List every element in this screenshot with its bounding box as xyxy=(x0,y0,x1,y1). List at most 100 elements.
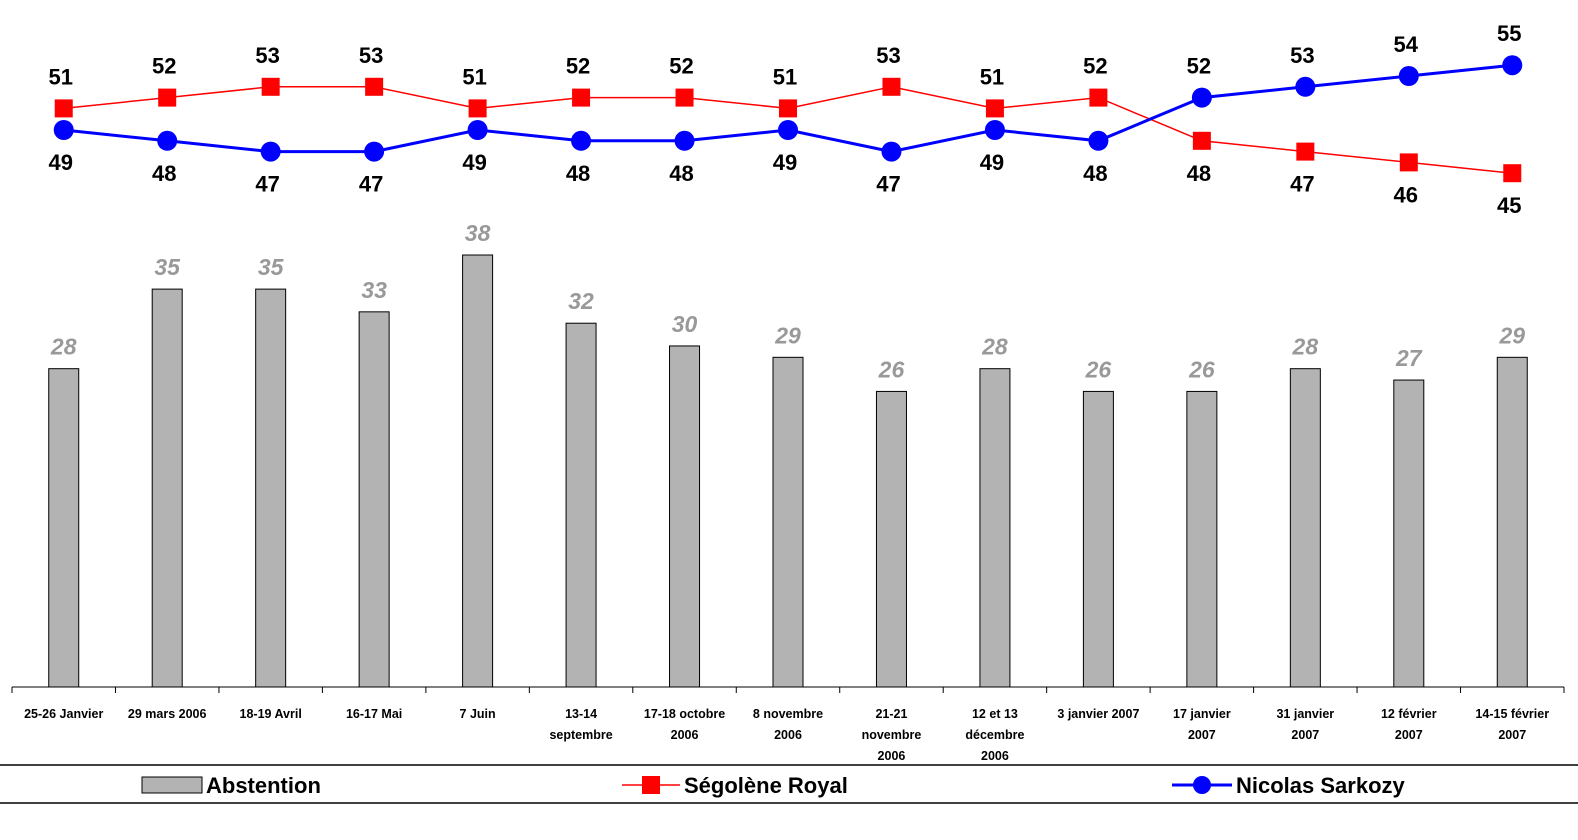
royal-value-label: 46 xyxy=(1394,182,1418,207)
legend-sarkozy-label: Nicolas Sarkozy xyxy=(1236,773,1406,798)
abstention-bar xyxy=(358,311,390,688)
x-tick-label: 17 janvier 2007 xyxy=(1173,707,1231,742)
royal-value-label: 53 xyxy=(359,43,383,68)
royal-value-label: 52 xyxy=(1083,54,1107,79)
sarkozy-value-label: 47 xyxy=(255,172,279,197)
abstention-value-label: 26 xyxy=(1188,356,1215,382)
royal-marker xyxy=(1089,88,1108,107)
royal-marker xyxy=(54,99,73,118)
legend-royal-label: Ségolène Royal xyxy=(684,773,848,798)
sarkozy-value-label: 54 xyxy=(1394,32,1419,57)
x-tick-label: 13-14 septembre xyxy=(549,707,612,742)
x-tick-label: 25-26 Janvier xyxy=(24,707,103,721)
royal-marker xyxy=(675,88,694,107)
royal-marker xyxy=(1296,142,1315,161)
abstention-bar xyxy=(462,254,494,688)
royal-value-label: 51 xyxy=(980,64,1004,89)
sarkozy-value-label: 48 xyxy=(1083,161,1107,186)
sarkozy-marker xyxy=(53,120,74,140)
abstention-value-label: 27 xyxy=(1395,345,1423,371)
legend-abstention-swatch xyxy=(141,776,203,794)
sarkozy-marker xyxy=(1398,66,1419,86)
abstention-bar xyxy=(151,288,183,688)
sarkozy-marker xyxy=(571,130,592,151)
sarkozy-value-label: 48 xyxy=(566,161,590,186)
royal-value-label: 48 xyxy=(1187,161,1211,186)
sarkozy-marker xyxy=(881,141,902,162)
abstention-bar xyxy=(1082,390,1114,688)
abstention-value-label: 35 xyxy=(258,254,285,280)
category-axis: 25-26 Janvier 29 mars 2006 18-19 Avril 16-1… xyxy=(11,686,1565,763)
abstention-value-label: 28 xyxy=(1292,334,1319,360)
abstention-value-label: 28 xyxy=(981,334,1008,360)
x-tick-label: 31 janvier 2007 xyxy=(1276,707,1334,742)
royal-marker xyxy=(1503,164,1522,183)
sarkozy-value-label: 49 xyxy=(462,150,486,175)
royal-value-label: 47 xyxy=(1290,172,1314,197)
sarkozy-marker xyxy=(1295,76,1316,97)
legend-abstention-label: Abstention xyxy=(206,773,321,798)
sarkozy-value-label: 47 xyxy=(359,172,383,197)
abstention-bar xyxy=(565,322,597,688)
sarkozy-marker xyxy=(778,120,798,140)
sarkozy-marker xyxy=(467,120,488,140)
sarkozy-value-label: 49 xyxy=(773,150,797,175)
x-tick-label: 3 janvier 2007 xyxy=(1057,707,1139,721)
sarkozy-value-label: 49 xyxy=(980,150,1004,175)
royal-marker xyxy=(572,88,591,107)
royal-value-label: 51 xyxy=(48,64,72,89)
sarkozy-marker xyxy=(157,130,178,151)
abstention-value-label: 35 xyxy=(154,254,181,280)
abstention-bar xyxy=(255,288,287,688)
sarkozy-value-label: 48 xyxy=(152,161,176,186)
x-tick-label: 12 et 13 décembre 2006 xyxy=(965,707,1024,763)
x-tick-label: 12 février 2007 xyxy=(1381,707,1437,742)
sarkozy-marker xyxy=(260,141,281,162)
sarkozy-value-label: 47 xyxy=(876,172,900,197)
royal-marker xyxy=(468,99,487,118)
abstention-bar xyxy=(1496,356,1528,688)
abstention-bar xyxy=(669,345,701,688)
abstention-bar xyxy=(1393,379,1425,688)
royal-value-label: 52 xyxy=(669,54,693,79)
royal-marker xyxy=(1399,153,1418,172)
legend: Abstention Ségolène Royal Nicolas Sarkozy xyxy=(0,764,1578,804)
abstention-value-label: 29 xyxy=(1498,322,1525,348)
x-tick-label: 7 Juin xyxy=(460,707,496,721)
x-tick-label: 21-21 novembre 2006 xyxy=(862,707,922,763)
royal-value-label: 51 xyxy=(462,64,486,89)
x-tick-label: 29 mars 2006 xyxy=(128,707,207,721)
abstention-bar xyxy=(1186,390,1218,688)
royal-value-label: 53 xyxy=(255,43,279,68)
abstention-value-label: 32 xyxy=(568,288,594,314)
royal-marker xyxy=(779,99,797,118)
legend-sarkozy-marker xyxy=(1193,776,1211,794)
abstention-value-label: 28 xyxy=(50,334,77,360)
abstention-value-label: 33 xyxy=(361,277,387,303)
royal-marker xyxy=(1192,131,1211,150)
sarkozy-marker xyxy=(674,130,695,151)
royal-value-label: 45 xyxy=(1497,193,1521,218)
sarkozy-marker xyxy=(364,141,385,162)
x-tick-label: 17-18 octobre 2006 xyxy=(644,707,725,742)
abstention-value-label: 30 xyxy=(672,311,698,337)
royal-marker xyxy=(882,77,901,96)
sarkozy-value-label: 48 xyxy=(669,161,693,186)
royal-value-label: 51 xyxy=(773,64,797,89)
abstention-bar xyxy=(772,356,804,688)
x-tick-label: 14-15 février 2007 xyxy=(1475,707,1549,742)
royal-marker xyxy=(985,99,1004,118)
royal-value-label: 52 xyxy=(152,54,176,79)
x-tick-label: 16-17 Mai xyxy=(346,707,402,721)
royal-value-label: 52 xyxy=(566,54,590,79)
sarkozy-value-label: 52 xyxy=(1187,54,1211,79)
abstention-bar xyxy=(1289,368,1321,688)
abstention-bar xyxy=(875,390,907,688)
sarkozy-value-label: 55 xyxy=(1497,21,1521,46)
royal-value-label: 53 xyxy=(876,43,900,68)
sarkozy-marker xyxy=(1088,130,1109,151)
sarkozy-marker xyxy=(1191,87,1212,108)
abstention-bar xyxy=(979,368,1011,688)
line-series: 51 52 53 53 51 52 52 51 53 51 52 48 47 46 45 49 48 47 47 49… xyxy=(48,21,1523,218)
